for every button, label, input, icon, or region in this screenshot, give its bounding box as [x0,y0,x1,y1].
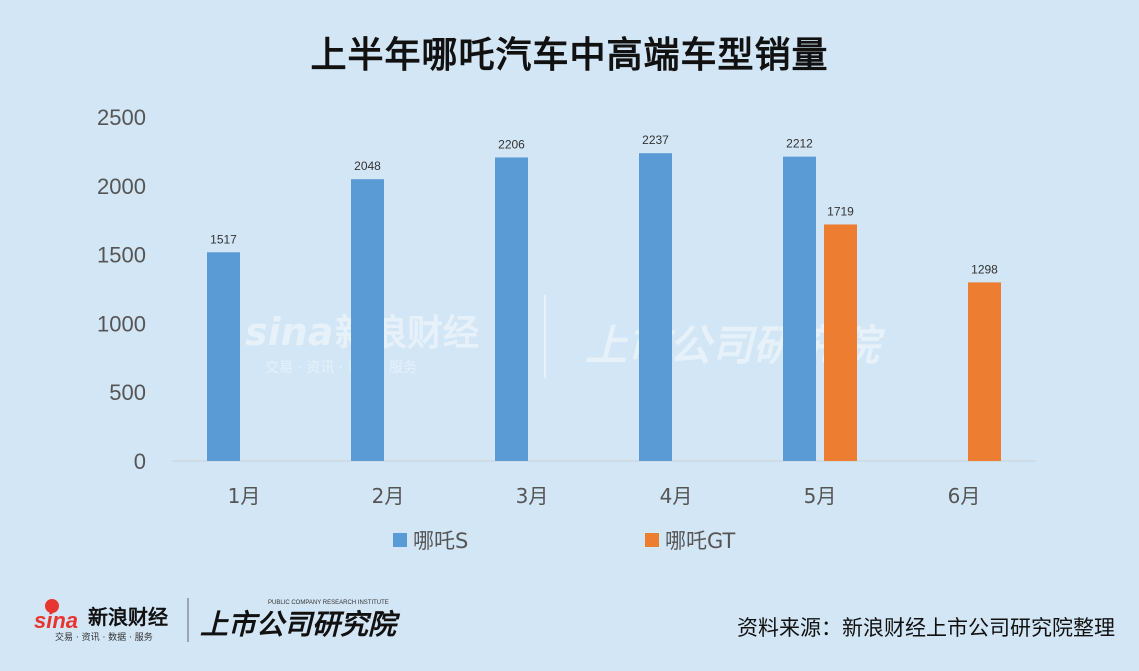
footer-institute-en: PUBLIC COMPANY RESEARCH INSTITUTE [268,600,389,606]
y-tick-label: 1000 [97,311,146,336]
bar-nezha-s [639,153,672,462]
x-tick-label: 3月 [516,484,549,508]
footer-brand-sub: 交易 · 资讯 · 数据 · 服务 [55,631,153,643]
watermark-sina-logo: sina [245,310,333,354]
y-tick-label: 500 [109,380,146,405]
footer-brand: 新浪财经 [88,605,168,629]
y-tick-label: 2000 [97,174,146,199]
footer-institute: 上市公司研究院 [200,608,401,641]
x-axis: 1月 2月 3月 4月 5月 6月 [228,484,981,508]
footer-logo: sina 新浪财经 交易 · 资讯 · 数据 · 服务 PUBLIC COMPA… [34,598,401,643]
x-tick-label: 6月 [948,484,981,508]
x-tick-label: 4月 [660,484,693,508]
watermark-sub: 交易 · 资讯 · 数据 · 服务 [265,359,417,376]
bar-nezha-gt [824,224,857,461]
bar-nezha-gt [968,282,1001,461]
data-label: 2048 [354,159,381,173]
legend-label: 哪吒GT [665,529,736,553]
sina-logo-text: sina [34,608,78,633]
data-label: 2237 [642,133,669,147]
x-tick-label: 2月 [372,484,405,508]
bar-nezha-s [207,252,240,461]
legend-swatch [645,533,659,547]
data-label: 1719 [827,204,854,218]
y-tick-label: 2500 [97,105,146,130]
bar-nezha-s [351,179,384,462]
source-note: 资料来源：新浪财经上市公司研究院整理 [737,616,1115,640]
data-label: 2212 [786,137,813,151]
legend-swatch [393,533,407,547]
bar-nezha-s [495,157,528,461]
y-axis: 0 500 1000 1500 2000 2500 [97,105,146,474]
bars: 1517 2048 2206 2237 2212 1719 1298 [207,133,1001,462]
data-label: 1517 [210,232,237,246]
chart-title: 上半年哪吒汽车中高端车型销量 [310,35,829,76]
x-tick-label: 5月 [804,484,837,508]
data-label: 2206 [498,137,525,151]
legend-label: 哪吒S [413,529,468,553]
sina-eye-icon [45,599,59,613]
y-tick-label: 0 [134,449,146,474]
x-tick-label: 1月 [228,484,261,508]
bar-nezha-s [783,156,816,462]
legend: 哪吒S 哪吒GT [393,529,736,553]
y-tick-label: 1500 [97,243,146,268]
data-label: 1298 [971,262,998,276]
